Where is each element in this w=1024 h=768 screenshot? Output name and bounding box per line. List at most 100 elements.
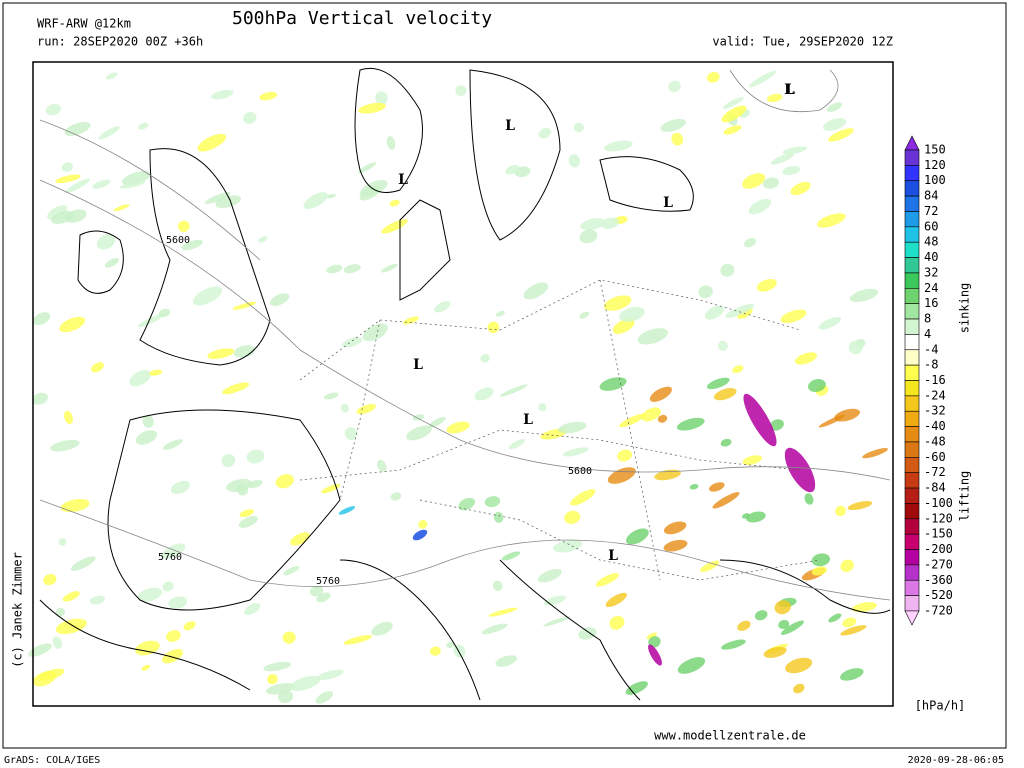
shading-patch [60, 498, 90, 513]
shading-patch [358, 102, 386, 114]
shading-patch [55, 618, 87, 635]
shading-patch [573, 122, 584, 133]
shading-patch [579, 229, 598, 244]
shading-patch [774, 600, 791, 615]
colorbar: 150120100847260484032241684-4-8-16-24-32… [904, 135, 953, 626]
shading-patch [181, 239, 203, 251]
shading-patch [840, 625, 867, 636]
shading-patch [119, 180, 146, 189]
shading-patch [129, 370, 151, 387]
shading-patch [804, 493, 814, 505]
shading-patch [343, 635, 373, 645]
map-title: 500hPa Vertical velocity [232, 8, 492, 29]
shading-patch [343, 264, 361, 274]
colorbar-label: 40 [924, 250, 938, 264]
shading-patch [381, 263, 398, 273]
shading-patch [603, 295, 632, 311]
colorbar-swatch [904, 318, 920, 335]
low-label: L [784, 82, 794, 98]
shading-patch [649, 386, 672, 402]
shading-patch [769, 419, 784, 431]
sinking-label: sinking [958, 283, 972, 334]
valid-label: valid: Tue, 29SEP2020 12Z [712, 35, 893, 49]
shading-patch [495, 310, 505, 317]
shading-patch [619, 413, 646, 428]
shading-patch [161, 543, 186, 559]
shading-patch [553, 539, 583, 553]
shading-patch [847, 501, 873, 511]
shading-patch [782, 146, 808, 155]
shading-patch [544, 595, 566, 606]
shading-patch [570, 489, 596, 506]
low-label: L [608, 548, 618, 564]
shading-patch [558, 421, 587, 434]
shading-patch [258, 235, 268, 243]
shading-patch [246, 449, 265, 464]
shading-patch [170, 480, 190, 495]
shading-patch [828, 613, 842, 623]
colorbar-label: -16 [924, 373, 946, 387]
shading-patch [402, 316, 419, 325]
colorbar-swatch [904, 364, 920, 381]
shading-patch [263, 661, 292, 672]
shading-core [743, 393, 777, 447]
shading-patch [104, 257, 119, 268]
shading-patch [835, 505, 846, 517]
shading-patch [818, 317, 842, 330]
shading-patch [706, 71, 720, 83]
shading-patch [646, 632, 657, 640]
colorbar-swatch [904, 257, 920, 274]
colorbar-swatch [904, 503, 920, 520]
shading-patch [605, 592, 628, 608]
shading-patch [52, 636, 63, 649]
shading-patch [371, 621, 393, 636]
shading-patch [32, 312, 51, 325]
shading-patch [579, 311, 590, 319]
shading-patch [724, 303, 755, 318]
shading-patch [326, 193, 336, 199]
low-label: L [785, 82, 795, 98]
shading-patch [508, 439, 526, 450]
colorbar-label: -4 [924, 342, 938, 356]
shading-patch [28, 643, 52, 657]
shading-patch [790, 181, 811, 196]
shading-patch [763, 646, 787, 658]
shading-patch [851, 602, 877, 613]
shading-patch [617, 449, 633, 462]
colorbar-swatch [904, 533, 920, 550]
colorbar-label: 60 [924, 219, 938, 233]
low-label: L [398, 172, 408, 188]
shading-patch [742, 173, 766, 189]
shading-patch [43, 573, 57, 586]
shading-patch [183, 621, 196, 631]
shading-patch [446, 641, 455, 649]
shading-patch [232, 301, 257, 310]
shading-patch [70, 556, 96, 571]
shading-patch [834, 408, 860, 422]
unit-label: [hPa/h] [915, 699, 966, 713]
shading-patch [609, 615, 625, 630]
contour-label: 5760 [158, 552, 182, 563]
colorbar-swatch [904, 149, 920, 166]
shading-patch [698, 285, 713, 299]
shading-patch [338, 506, 356, 515]
shading-patch [637, 328, 669, 345]
colorbar-label: -200 [924, 542, 953, 556]
shading-patch [718, 340, 728, 351]
colorbar-swatch [904, 441, 920, 458]
shading-patch [135, 640, 160, 656]
shading-patch [612, 318, 635, 334]
shading-patch [222, 382, 250, 395]
shading-patch [32, 670, 57, 687]
credit-label: (c) Janek Zimmer [11, 552, 25, 668]
shading-patch [55, 174, 81, 184]
shading-patch [538, 127, 552, 139]
colorbar-swatch [904, 518, 920, 535]
shading-patch [326, 264, 343, 274]
shading-patch [704, 305, 725, 320]
shading-patch [781, 620, 805, 635]
shading-patch [700, 560, 720, 573]
colorbar-label: 48 [924, 235, 938, 249]
shading-patch [344, 427, 358, 441]
